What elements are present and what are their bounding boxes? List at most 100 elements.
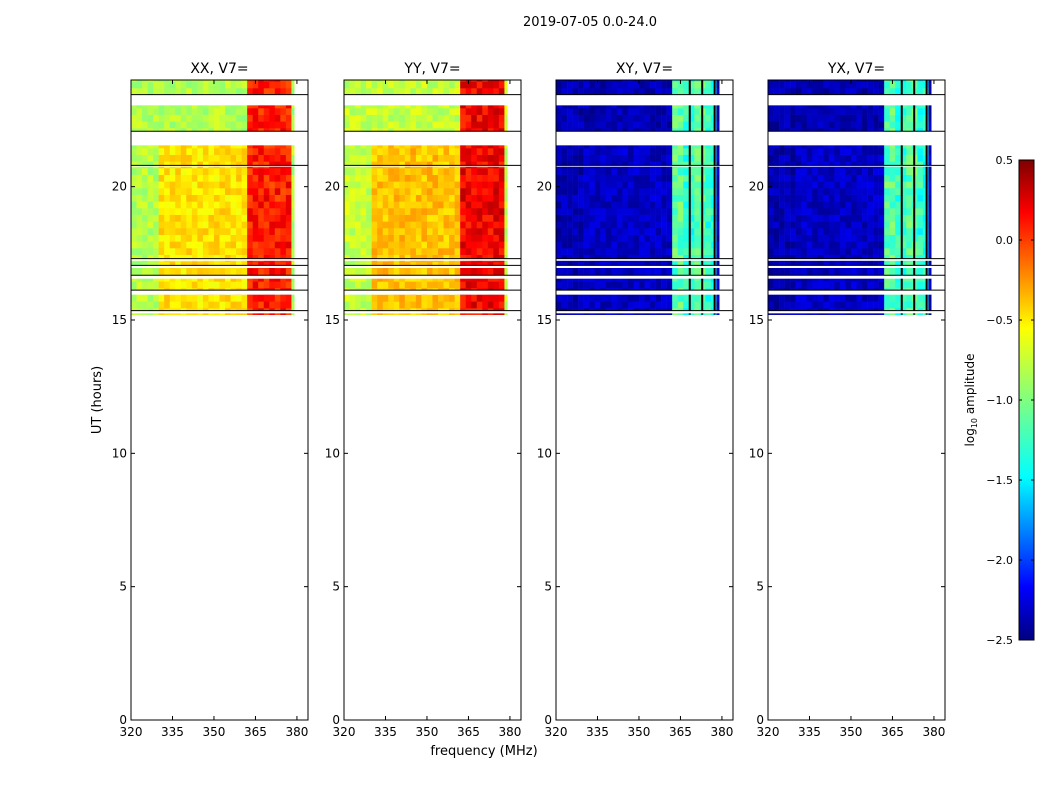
heatmap-cell (589, 174, 596, 182)
heatmap-cell (349, 188, 356, 195)
heatmap-cell (705, 201, 712, 209)
channel-gap (688, 80, 691, 315)
heatmap-cell (202, 214, 209, 222)
heatmap-cell (683, 80, 690, 82)
heatmap-cell (616, 254, 623, 262)
heatmap-cell (197, 174, 204, 182)
heatmap-cell (377, 294, 384, 302)
heatmap-cell (884, 301, 890, 309)
heatmap-cell (438, 121, 444, 129)
heatmap-cell (694, 154, 701, 162)
heatmap-cell (795, 234, 802, 242)
heatmap-cell (779, 181, 785, 189)
heatmap-cell (291, 188, 295, 195)
heatmap-cell (622, 114, 629, 122)
heatmap-cell (845, 121, 852, 129)
heatmap-cell (241, 161, 248, 169)
heatmap-cell (616, 301, 623, 309)
heatmap-cell (795, 181, 802, 189)
heatmap-cell (498, 181, 505, 189)
heatmap-cell (561, 254, 568, 262)
heatmap-cell (142, 181, 148, 189)
heatmap-cell (366, 268, 372, 275)
heatmap-cell (197, 201, 204, 209)
heatmap-cell (884, 228, 890, 235)
heatmap-cell (180, 201, 187, 209)
heatmap-cell (280, 194, 287, 202)
heatmap-cell (572, 194, 579, 202)
heatmap-cell (432, 188, 439, 195)
heatmap-cell (834, 121, 841, 129)
heatmap-cell (285, 294, 292, 302)
heatmap-cell (476, 181, 483, 189)
heatmap-cell (175, 281, 182, 289)
heatmap-cell (650, 194, 656, 202)
heatmap-cell (900, 261, 907, 269)
heatmap-cell (884, 88, 890, 95)
heatmap-cell (371, 80, 378, 82)
heatmap-cell (147, 168, 154, 175)
heatmap-cell (388, 181, 395, 189)
heatmap-cell (644, 181, 651, 189)
heatmap-cell (884, 268, 890, 275)
heatmap-cell (225, 248, 231, 255)
heatmap-cell (274, 121, 281, 129)
heatmap-cell (812, 261, 819, 269)
heatmap-cell (186, 174, 193, 182)
heatmap-cell (823, 154, 830, 162)
heatmap-cell (371, 228, 378, 235)
heatmap-cell (449, 248, 455, 255)
heatmap-cell (449, 148, 455, 155)
heatmap-cell (180, 154, 187, 162)
heatmap-cell (889, 174, 896, 182)
heatmap-cell (672, 108, 678, 115)
heatmap-cell (269, 254, 276, 262)
heatmap-cell (716, 121, 720, 129)
heatmap-cell (371, 214, 378, 222)
heatmap-cell (360, 88, 367, 95)
heatmap-cell (567, 154, 573, 162)
heatmap-cell (638, 221, 645, 229)
heatmap-cell (655, 174, 662, 182)
heatmap-cell (252, 88, 259, 95)
heatmap-cell (142, 261, 148, 269)
heatmap-cell (839, 148, 846, 155)
heatmap-cell (493, 241, 500, 249)
heatmap-cell (393, 81, 400, 89)
panel-title: XX, V7= (190, 61, 248, 77)
heatmap-cell (258, 208, 265, 215)
heatmap-cell (801, 261, 808, 269)
heatmap-cell (482, 174, 489, 182)
heatmap-cell (410, 154, 417, 162)
heatmap-cell (186, 254, 193, 262)
heatmap-cell (460, 254, 466, 262)
heatmap-cell (638, 294, 645, 302)
heatmap-cell (493, 80, 500, 82)
heatmap-cell (889, 114, 896, 122)
heatmap-cell (415, 201, 422, 209)
heatmap-cell (856, 181, 863, 189)
heatmap-cell (862, 174, 868, 182)
heatmap-cell (449, 81, 455, 89)
heatmap-cell (666, 254, 673, 262)
heatmap-cell (650, 181, 656, 189)
heatmap-cell (784, 208, 791, 215)
heatmap-cell (850, 161, 857, 169)
heatmap-cell (366, 214, 372, 222)
heatmap-cell (482, 294, 489, 302)
heatmap-cell (622, 214, 629, 222)
heatmap-cell (666, 148, 673, 155)
heatmap-cell (366, 228, 372, 235)
heatmap-cell (638, 194, 645, 202)
heatmap-cell (611, 80, 618, 82)
heatmap-cell (784, 88, 791, 95)
heatmap-cell (208, 281, 215, 289)
heatmap-cell (856, 241, 863, 249)
heatmap-cell (839, 294, 846, 302)
heatmap-cell (344, 114, 350, 122)
heatmap-cell (175, 114, 182, 122)
heatmap-cell (498, 254, 505, 262)
heatmap-cell (889, 201, 896, 209)
heatmap-cell (895, 208, 902, 215)
heatmap-cell (175, 188, 182, 195)
